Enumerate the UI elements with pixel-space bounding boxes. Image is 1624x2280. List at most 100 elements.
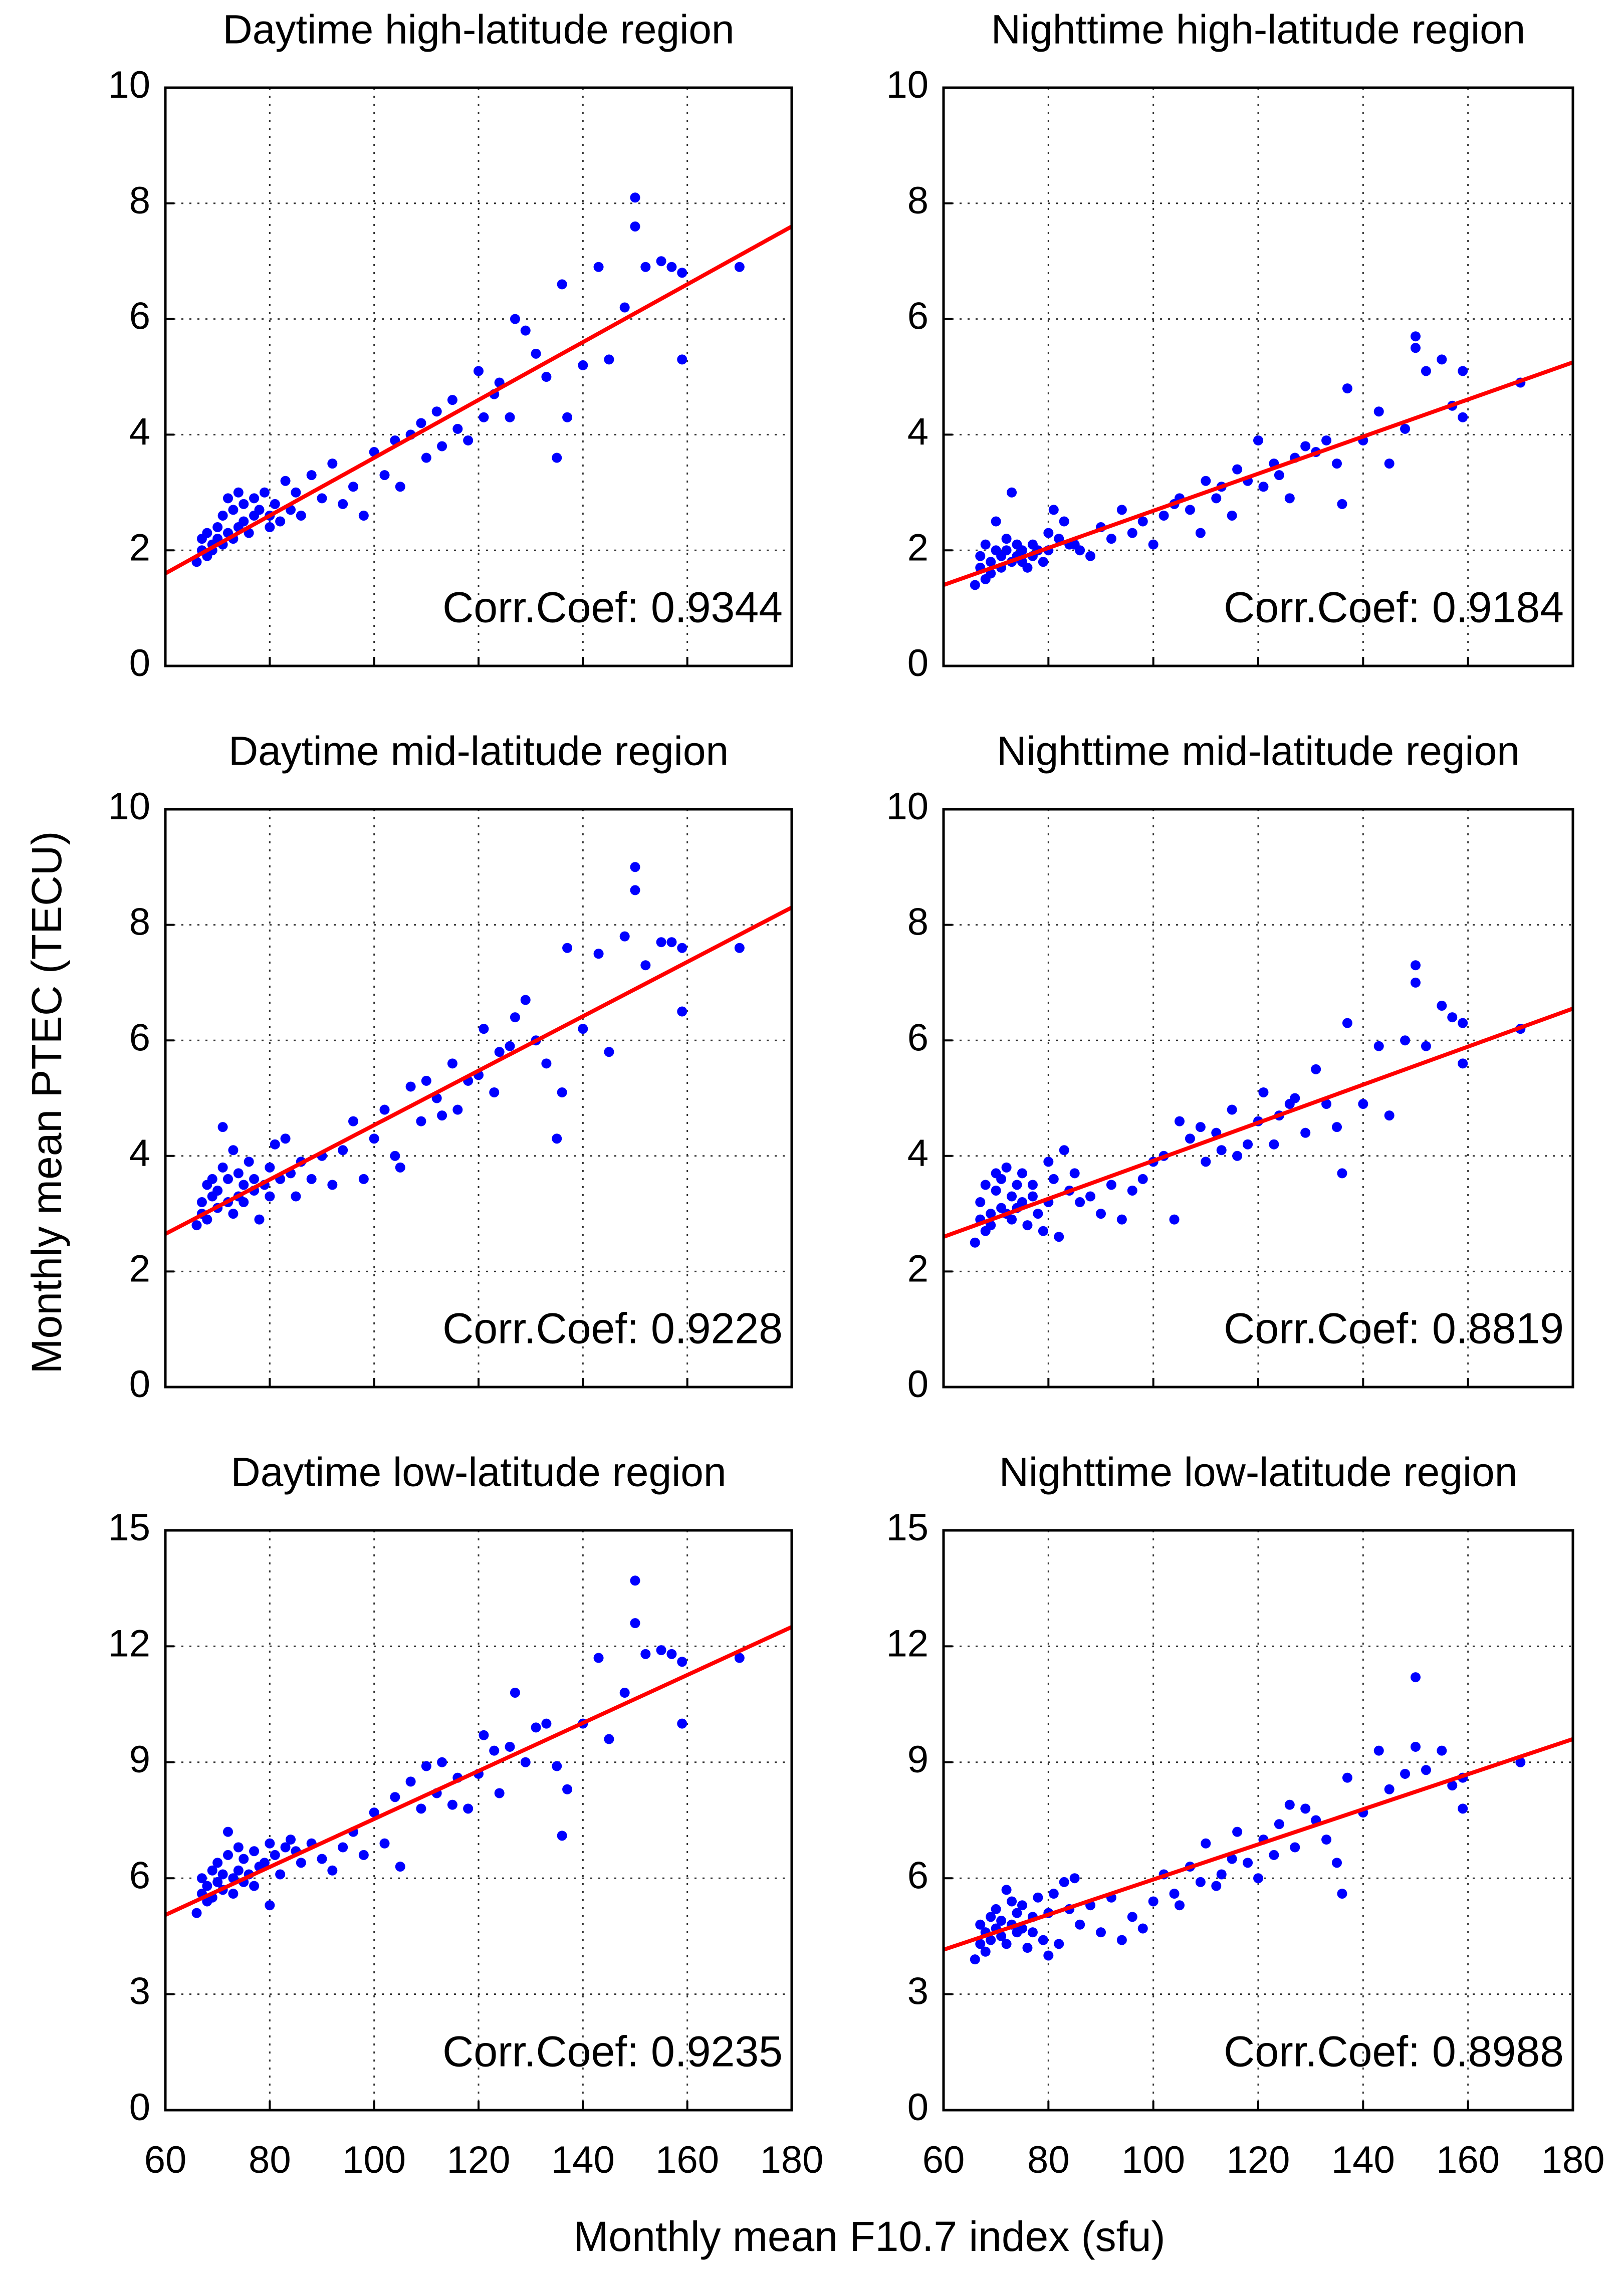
data-point <box>1411 977 1421 988</box>
data-point <box>202 528 212 538</box>
data-point <box>991 516 1001 527</box>
data-point <box>1007 1896 1017 1907</box>
data-point <box>986 1209 996 1219</box>
data-point <box>677 1006 687 1017</box>
fit-line <box>943 1737 1574 1952</box>
data-point <box>317 1854 327 1864</box>
data-point <box>494 1047 505 1057</box>
data-point <box>1269 1139 1279 1150</box>
y-tick-label: 0 <box>129 1363 150 1406</box>
data-point <box>980 1180 991 1190</box>
data-point <box>421 1761 431 1771</box>
data-point <box>531 348 541 359</box>
data-point <box>593 262 604 272</box>
data-point <box>228 1209 239 1219</box>
data-point <box>286 1835 296 1845</box>
data-point <box>630 221 640 232</box>
data-point <box>1421 366 1431 376</box>
data-point <box>1116 1935 1127 1945</box>
data-point <box>1337 1168 1347 1179</box>
data-point <box>479 1730 489 1740</box>
data-point <box>1027 1927 1038 1938</box>
data-point <box>1127 1912 1137 1922</box>
data-point <box>986 557 996 567</box>
y-tick-label: 0 <box>907 642 929 685</box>
data-point <box>239 1180 249 1190</box>
data-point <box>1258 1087 1269 1097</box>
y-tick-label: 15 <box>886 1506 929 1549</box>
data-point <box>975 1197 986 1208</box>
data-point <box>1017 1900 1027 1911</box>
data-point <box>1012 1908 1022 1918</box>
data-point <box>604 354 614 365</box>
data-point <box>1243 1858 1253 1868</box>
data-point <box>270 1850 280 1860</box>
data-point <box>1284 1799 1295 1810</box>
data-point <box>239 1854 249 1864</box>
data-point <box>986 1220 996 1231</box>
data-point <box>265 1162 275 1173</box>
data-point <box>975 1939 986 1949</box>
data-point <box>1001 1939 1012 1949</box>
data-point <box>437 1110 447 1121</box>
data-point <box>1075 545 1085 556</box>
data-point <box>1033 1892 1043 1903</box>
data-point <box>280 1133 291 1144</box>
data-point <box>1195 528 1206 538</box>
data-point <box>1321 1835 1332 1845</box>
y-tick-label: 4 <box>129 410 150 453</box>
data-point <box>578 1024 588 1034</box>
data-point <box>1069 1168 1080 1179</box>
data-point <box>510 314 520 324</box>
data-point <box>619 931 630 942</box>
data-point <box>1269 1850 1279 1860</box>
axes-frame <box>942 808 1574 1389</box>
data-point <box>1059 1877 1069 1887</box>
data-point <box>1148 539 1158 550</box>
data-point <box>390 1151 400 1161</box>
data-point <box>390 1792 400 1802</box>
data-point <box>666 1649 677 1659</box>
y-tick-label: 6 <box>129 1854 150 1897</box>
data-point <box>1243 1139 1253 1150</box>
data-point <box>338 499 348 509</box>
data-point <box>1038 1226 1048 1236</box>
data-point <box>630 1575 640 1586</box>
data-point <box>358 1850 369 1860</box>
x-tick-label: 80 <box>1027 2139 1070 2181</box>
data-point <box>1321 435 1332 445</box>
x-tick-label: 140 <box>1331 2139 1395 2181</box>
data-point <box>1043 1950 1054 1961</box>
data-point <box>1216 1145 1227 1156</box>
data-point <box>520 1757 531 1767</box>
data-point <box>1400 423 1411 434</box>
data-point <box>259 487 270 498</box>
data-point <box>1458 412 1468 422</box>
data-point <box>405 1776 416 1787</box>
data-point <box>1216 1869 1227 1880</box>
data-point <box>1458 1018 1468 1028</box>
data-point <box>348 482 358 492</box>
data-point <box>1447 1780 1458 1791</box>
data-point <box>630 1618 640 1629</box>
x-tick-label: 100 <box>1121 2139 1185 2181</box>
data-point <box>986 1935 996 1945</box>
data-point <box>1227 510 1237 521</box>
data-point <box>562 1784 573 1794</box>
data-point <box>265 1191 275 1202</box>
data-point <box>447 1799 457 1810</box>
x-tick-label: 160 <box>1436 2139 1500 2181</box>
data-point <box>369 1807 379 1818</box>
data-point <box>249 493 260 504</box>
data-point <box>640 262 651 272</box>
data-point <box>1195 1877 1206 1887</box>
data-point <box>996 1916 1007 1926</box>
data-point <box>1127 528 1137 538</box>
data-point <box>1342 1772 1352 1783</box>
data-point <box>604 1047 614 1057</box>
data-point <box>1169 1889 1180 1899</box>
x-tick-label: 60 <box>922 2139 965 2181</box>
data-point <box>520 325 531 336</box>
data-point <box>416 1116 426 1126</box>
data-point <box>640 960 651 971</box>
